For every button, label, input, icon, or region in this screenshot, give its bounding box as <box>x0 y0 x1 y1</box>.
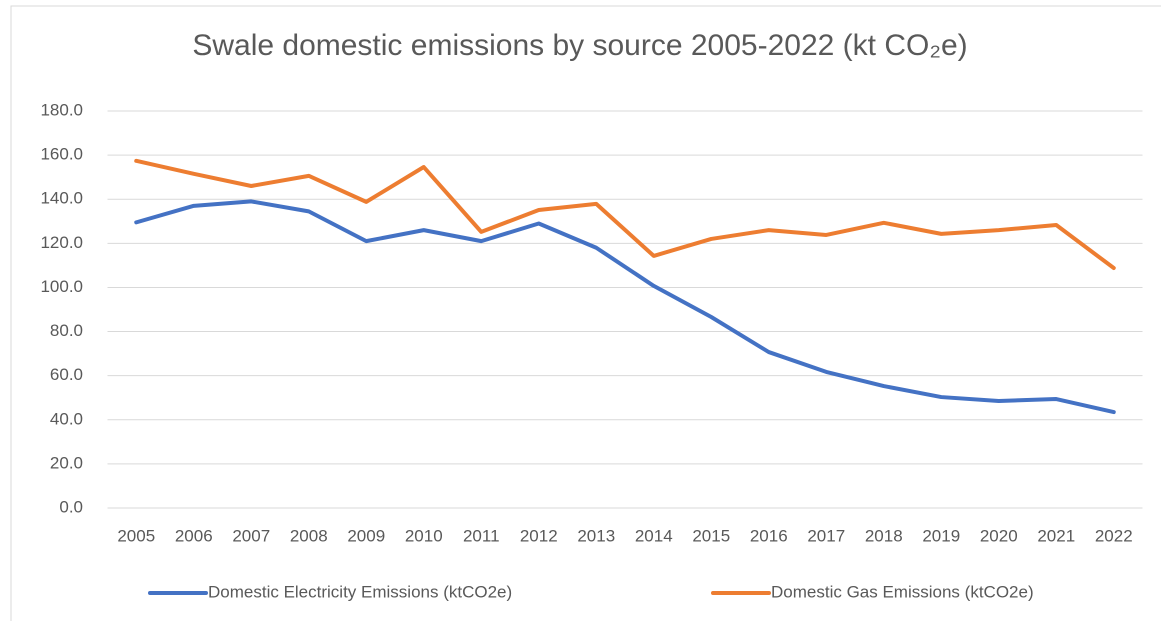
x-tick-label: 2010 <box>405 526 443 545</box>
x-tick-label: 2005 <box>117 526 155 545</box>
x-tick-label: 2007 <box>232 526 270 545</box>
x-tick-label: 2019 <box>922 526 960 545</box>
legend-label: Domestic Electricity Emissions (ktCO2e) <box>208 582 512 601</box>
x-tick-label: 2012 <box>520 526 558 545</box>
x-tick-label: 2020 <box>980 526 1018 545</box>
chart-frame <box>10 5 1161 621</box>
line-series <box>134 199 1116 415</box>
x-tick-label: 2006 <box>175 526 213 545</box>
x-tick-label: 2015 <box>692 526 730 545</box>
y-tick-label: 160.0 <box>40 145 83 164</box>
legend-label: Domestic Gas Emissions (ktCO2e) <box>771 582 1034 601</box>
y-tick-label: 180.0 <box>40 100 83 119</box>
y-tick-label: 60.0 <box>50 365 83 384</box>
chart-title: Swale domestic emissions by source 2005-… <box>192 29 967 62</box>
x-tick-label: 2021 <box>1037 526 1075 545</box>
y-tick-label: 0.0 <box>59 497 83 516</box>
y-tick-label: 140.0 <box>40 189 83 208</box>
x-tick-label: 2009 <box>347 526 385 545</box>
x-tick-label: 2011 <box>463 526 500 545</box>
x-tick-label: 2008 <box>290 526 328 545</box>
y-tick-label: 120.0 <box>40 233 83 252</box>
y-tick-label: 20.0 <box>50 453 83 472</box>
x-tick-label: 2016 <box>750 526 788 545</box>
y-tick-label: 40.0 <box>50 409 83 428</box>
y-tick-label: 100.0 <box>40 277 83 296</box>
y-tick-label: 80.0 <box>50 321 83 340</box>
x-tick-label: 2017 <box>807 526 845 545</box>
x-tick-label: 2018 <box>865 526 903 545</box>
line-series <box>134 158 1116 271</box>
x-tick-label: 2022 <box>1095 526 1133 545</box>
x-tick-label: 2013 <box>577 526 615 545</box>
x-tick-label: 2014 <box>635 526 673 545</box>
